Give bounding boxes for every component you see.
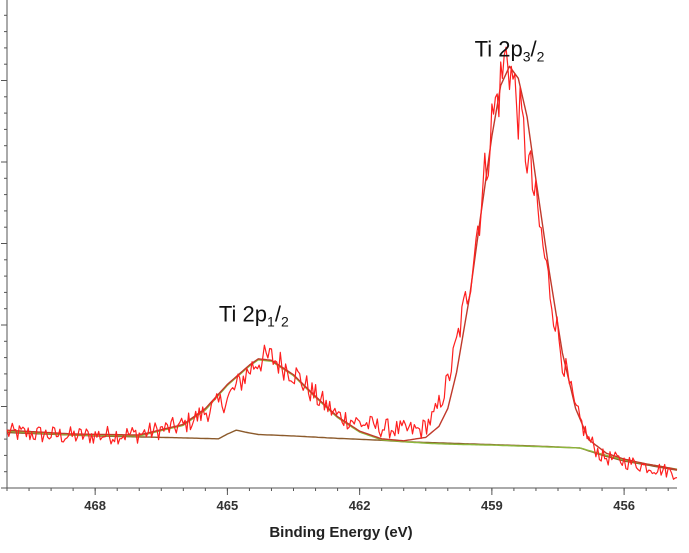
series-ti-2p12-component <box>6 359 678 470</box>
ti-2p12-label-sub1: 1 <box>267 314 275 330</box>
x-tick-label: 459 <box>481 498 503 513</box>
ti-2p12-label-sub2: 2 <box>281 314 289 330</box>
x-tick-label: 468 <box>84 498 106 513</box>
ti-2p12-label: Ti 2p1/2 <box>219 302 289 330</box>
series-envelope-fit <box>6 65 678 471</box>
ti-2p32-label-slash: / <box>530 37 537 62</box>
ti-2p32-label-sub1: 3 <box>523 49 531 65</box>
ti-2p32-label-sub2: 2 <box>537 49 545 65</box>
x-axis-title: Binding Energy (eV) <box>269 524 412 541</box>
x-tick-label: 462 <box>349 498 371 513</box>
x-tick-label: 456 <box>613 498 635 513</box>
series-raw-data <box>6 46 678 480</box>
x-tick-label: 465 <box>217 498 239 513</box>
ti-2p12-label-slash: / <box>275 302 282 327</box>
series-layer <box>6 46 678 480</box>
ti-2p32-label: Ti 2p3/2 <box>475 37 545 65</box>
axes: 468 465 462 459 456 <box>1 0 677 513</box>
ti-2p12-label-main: Ti 2p <box>219 302 267 327</box>
annotation-layer: Ti 2p1/2Ti 2p3/2 <box>219 37 545 330</box>
ti-2p32-label-main: Ti 2p <box>475 37 523 62</box>
